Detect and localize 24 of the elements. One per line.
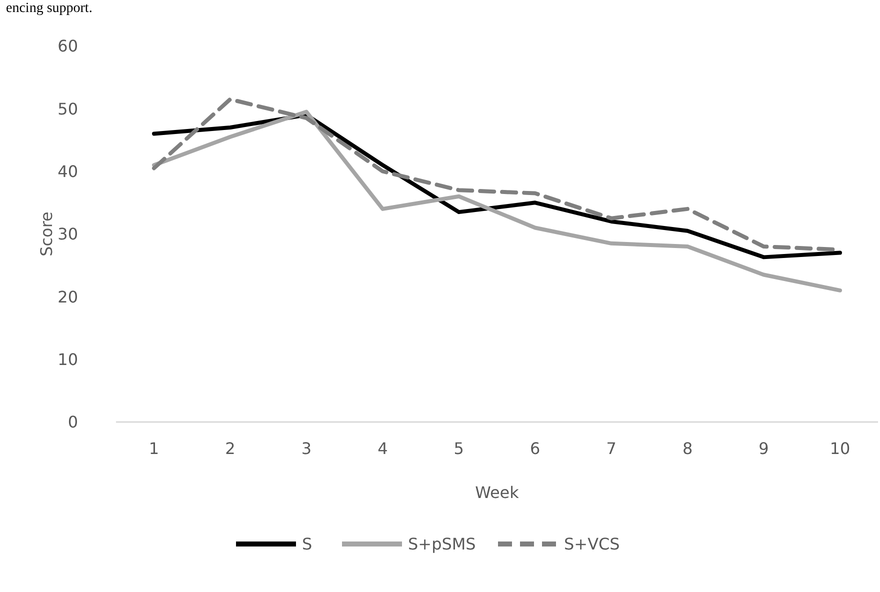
y-tick-label: 40 bbox=[58, 162, 78, 181]
x-tick-label: 6 bbox=[530, 439, 540, 458]
y-tick-label: 0 bbox=[68, 412, 78, 432]
y-axis-title: Score bbox=[37, 212, 56, 256]
y-tick-label: 20 bbox=[58, 287, 78, 306]
x-tick-label: 7 bbox=[606, 439, 616, 458]
x-tick-label: 8 bbox=[682, 439, 693, 458]
x-tick-label: 9 bbox=[758, 439, 769, 458]
y-tick-label: 60 bbox=[58, 36, 78, 56]
text: encing support. bbox=[6, 1, 92, 16]
legend-label: S bbox=[302, 534, 312, 554]
x-tick-label: 10 bbox=[830, 439, 850, 458]
y-tick-label: 30 bbox=[58, 224, 78, 244]
x-tick-label: 5 bbox=[454, 439, 464, 458]
x-tick-label: 1 bbox=[148, 439, 160, 458]
x-tick-label: 4 bbox=[378, 439, 388, 458]
x-tick-label: 3 bbox=[301, 439, 312, 458]
y-tick-label: 50 bbox=[58, 99, 78, 118]
x-axis-title: Week bbox=[475, 483, 520, 502]
legend-label: S+pSMS bbox=[408, 534, 476, 554]
y-tick-label: 10 bbox=[58, 350, 78, 369]
line-series bbox=[152, 110, 842, 292]
x-tick-label: 2 bbox=[225, 439, 236, 458]
legend-label: S+VCS bbox=[564, 534, 620, 554]
